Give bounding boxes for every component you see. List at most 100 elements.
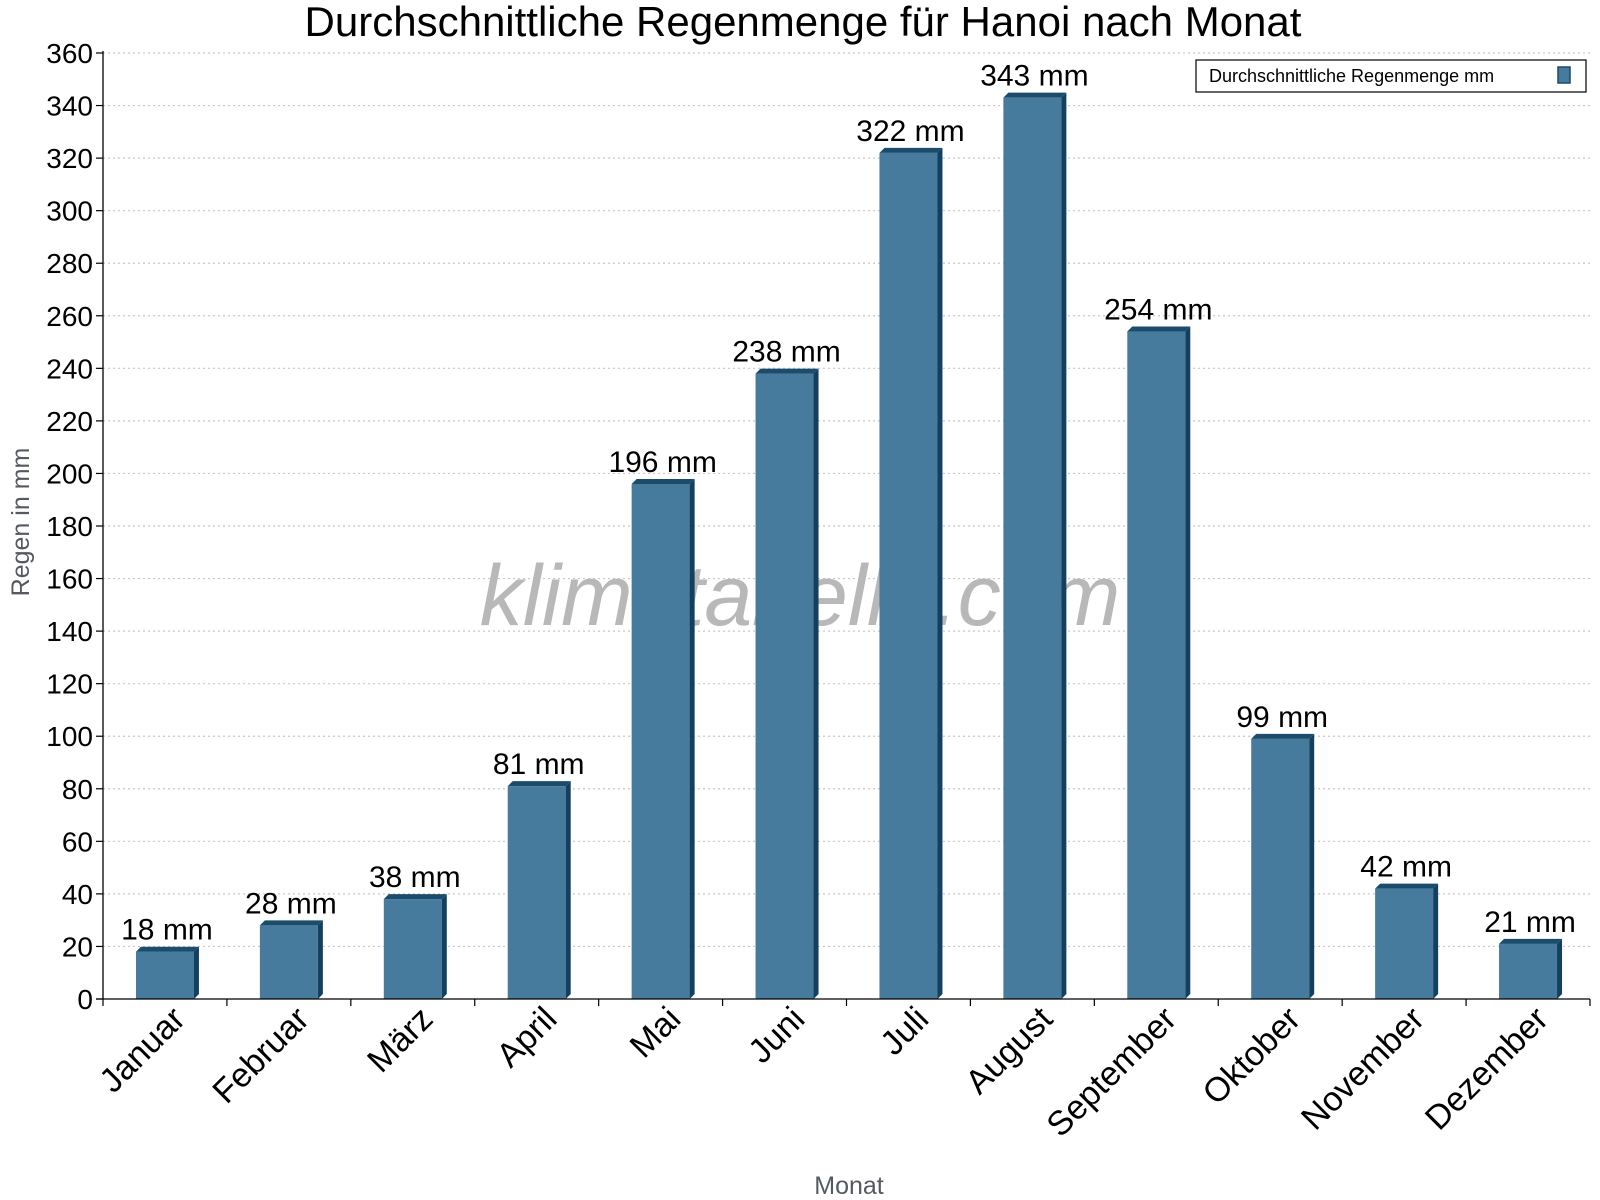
bar-face (135, 951, 194, 999)
legend-swatch (1557, 66, 1571, 84)
bar-face (879, 152, 938, 999)
x-tick-label: Juli (873, 1000, 936, 1063)
value-label: 28 mm (245, 887, 337, 920)
bar-side (1309, 733, 1315, 999)
bar-top (135, 946, 199, 952)
bar-juli (879, 147, 943, 999)
value-label: 38 mm (369, 861, 461, 894)
bar-face (259, 925, 318, 999)
x-tick-label: Dezember (1418, 1000, 1556, 1138)
x-tick-label: Februar (205, 1000, 316, 1111)
value-label: 21 mm (1484, 906, 1576, 939)
value-label: 18 mm (121, 914, 213, 947)
bar-face (1003, 97, 1062, 999)
legend-box (1195, 59, 1587, 93)
bar-top (1003, 92, 1067, 98)
bar-side (937, 147, 943, 999)
x-tick-label: Januar (92, 1000, 192, 1100)
bar-top (1375, 883, 1439, 889)
y-tick-label: 320 (46, 143, 93, 174)
bar-top (755, 368, 819, 374)
bar-januar (135, 946, 199, 999)
bar-side (193, 946, 199, 999)
y-tick-label: 20 (62, 931, 93, 962)
bar-face (383, 899, 442, 999)
value-label: 343 mm (980, 60, 1088, 93)
bar-top (1127, 326, 1191, 332)
x-tick-label: Oktober (1195, 1000, 1307, 1112)
legend-label: Durchschnittliche Regenmenge mm (1209, 66, 1494, 86)
value-label: 322 mm (856, 115, 964, 148)
y-tick-label: 40 (62, 879, 93, 910)
bar-märz (383, 894, 447, 999)
x-tick-label: April (489, 1000, 564, 1075)
value-labels: 18 mm 28 mm 38 mm 81 mm 196 mm 238 mm 322 mm 34… (121, 60, 1576, 947)
bar-top (879, 147, 943, 153)
y-axis-title: Regen in mm (7, 448, 35, 597)
bar-side (1557, 938, 1563, 999)
bar-top (1251, 733, 1315, 739)
bar-top (631, 478, 695, 484)
value-label: 81 mm (493, 748, 585, 781)
x-tick-labels: Januar Februar März April Mai Juni Juli AugustS… (92, 999, 1555, 1144)
bar-face (631, 483, 690, 999)
bar-mai (631, 478, 695, 999)
value-label: 238 mm (732, 336, 840, 369)
y-tick-label: 340 (46, 91, 93, 122)
bar-august (1003, 92, 1067, 999)
y-tick-label: 140 (46, 616, 93, 647)
bar-side (1433, 883, 1439, 999)
bar-november (1375, 883, 1439, 999)
bar-april (507, 781, 571, 999)
bar-face (507, 786, 566, 999)
bar-side (565, 781, 571, 999)
y-tick-label: 280 (46, 248, 93, 279)
bar-side (1185, 326, 1191, 999)
x-tick-label: November (1294, 1000, 1432, 1138)
y-tick-label: 80 (62, 774, 93, 805)
bar-face (1127, 331, 1186, 999)
y-tick-labels: 0 20 40 60 80 100 120 140 160 180 200 220 240 260 280 3… (46, 38, 93, 1015)
y-tick-label: 120 (46, 669, 93, 700)
bar-top (383, 894, 447, 900)
y-tick-label: 360 (46, 38, 93, 69)
y-tick-label: 200 (46, 458, 93, 489)
bars (135, 92, 1563, 1000)
bar-face (1251, 738, 1310, 999)
x-tick-label: Juni (741, 1000, 812, 1071)
legend: Durchschnittliche Regenmenge mm (1195, 59, 1587, 93)
value-label: 254 mm (1104, 294, 1212, 327)
bar-dezember (1499, 938, 1563, 999)
y-tick-label: 100 (46, 721, 93, 752)
axes (96, 51, 1591, 1006)
y-tick-label: 240 (46, 353, 93, 384)
bar-face (755, 373, 814, 1000)
x-tick-label: August (958, 999, 1060, 1101)
y-tick-label: 180 (46, 511, 93, 542)
bar-juni (755, 368, 819, 1000)
y-tick-label: 260 (46, 301, 93, 332)
y-tick-label: 160 (46, 564, 93, 595)
bar-side (1061, 92, 1067, 999)
bar-side (813, 368, 819, 1000)
x-tick-label: Mai (623, 1000, 689, 1066)
gridlines (103, 52, 1590, 948)
bar-top (1499, 938, 1563, 944)
bar-oktober (1251, 733, 1315, 999)
y-tick-label: 300 (46, 196, 93, 227)
bar-september (1127, 326, 1191, 999)
bar-side (689, 478, 695, 999)
chart-title: Durchschnittliche Regenmenge für Hanoi n… (305, 0, 1302, 45)
bar-side (317, 920, 323, 999)
bar-top (259, 920, 323, 926)
bar-februar (259, 920, 323, 999)
x-axis-title: Monat (814, 1172, 884, 1200)
x-tick-label: März (360, 1000, 440, 1080)
bar-face (1499, 943, 1558, 999)
y-tick-label: 0 (77, 984, 93, 1015)
bar-side (441, 894, 447, 999)
value-label: 99 mm (1236, 701, 1328, 734)
value-label: 196 mm (608, 446, 716, 479)
x-tick-label: September (1039, 1000, 1183, 1144)
